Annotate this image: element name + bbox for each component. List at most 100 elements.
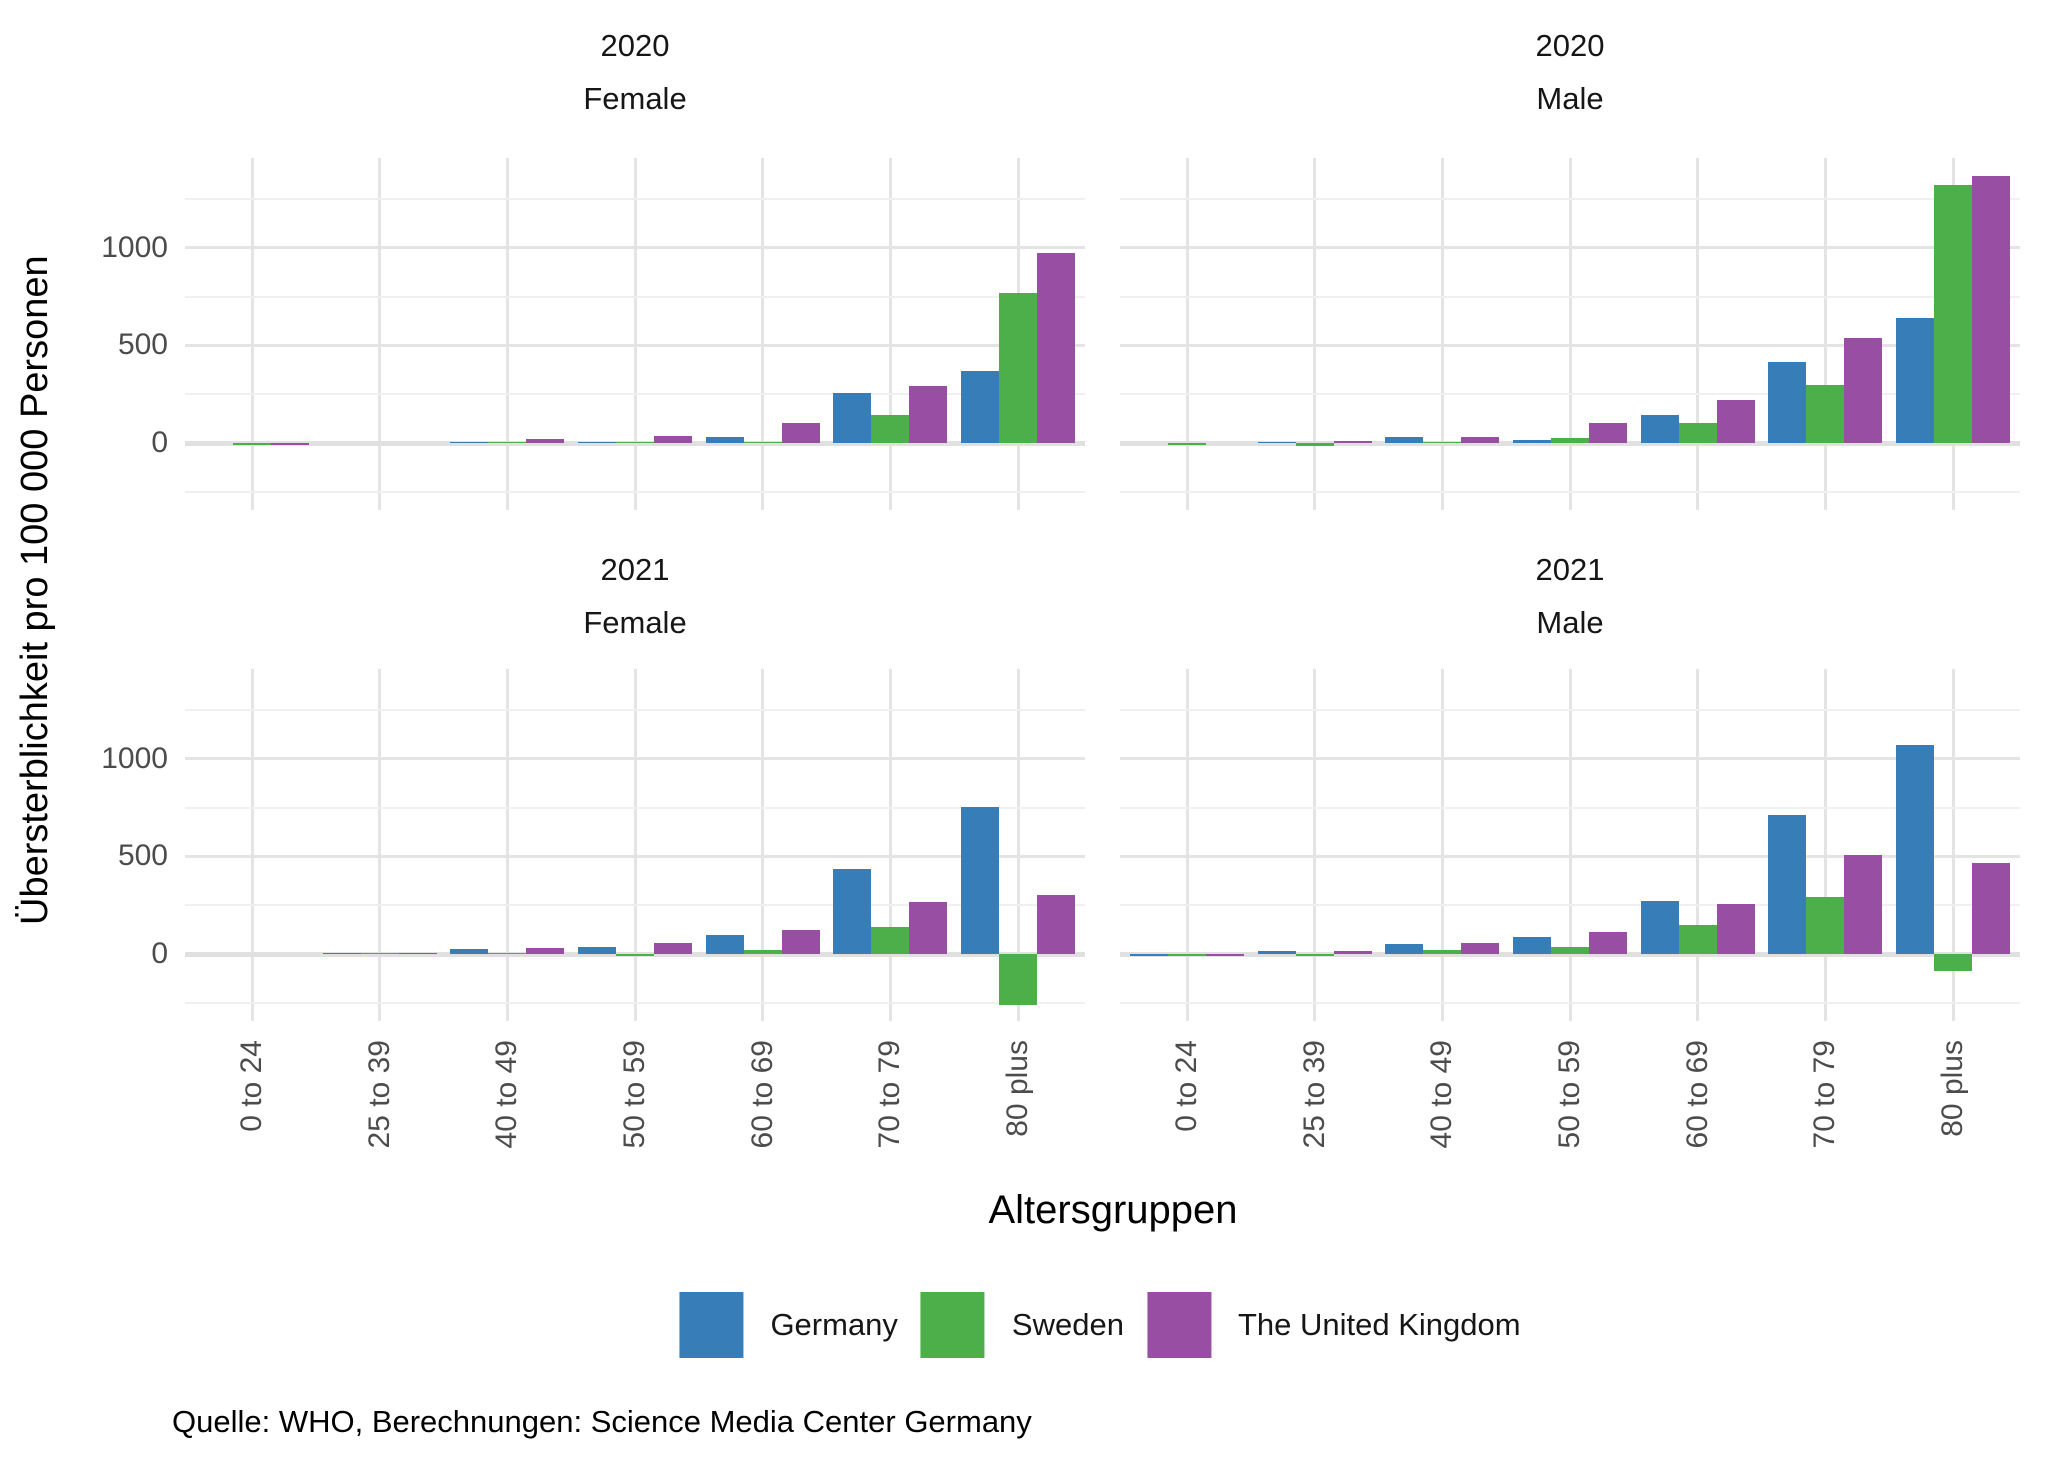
bar-the-united-kingdom-60-to-69 xyxy=(781,929,820,954)
gridline-minor--250 xyxy=(1120,1001,2020,1004)
x-tick-text: 50 to 59 xyxy=(618,1040,651,1149)
gridline-minor-250 xyxy=(185,393,1085,396)
gridline-vertical-80-plus xyxy=(1951,669,1955,1021)
gridline-vertical-60-to-69 xyxy=(761,669,765,1021)
x-tick-label-60-to-69: 60 to 69 xyxy=(1681,1040,1715,1148)
gridline-minor-750 xyxy=(1120,295,2020,298)
bar-the-united-kingdom-70-to-79 xyxy=(909,902,948,954)
gridline-major-500 xyxy=(1120,854,2020,858)
gridline-vertical-70-to-79 xyxy=(1823,158,1827,510)
bar-germany-70-to-79 xyxy=(1768,815,1807,954)
legend-item-uk: The United Kingdom xyxy=(1146,1292,1521,1358)
gridline-minor-250 xyxy=(1120,393,2020,396)
facet-title-sex-2021-female: Female xyxy=(583,605,687,640)
bar-sweden-0-to-24 xyxy=(1168,443,1206,445)
x-tick-label-50-to-59: 50 to 59 xyxy=(618,1040,652,1148)
bar-sweden-40-to-49 xyxy=(1423,441,1462,443)
x-tick-text: 25 to 39 xyxy=(1297,1040,1331,1149)
bar-sweden-80-plus xyxy=(1934,954,1972,971)
gridline-major-500 xyxy=(185,343,1085,347)
gridline-major-1000 xyxy=(1120,246,2020,250)
x-tick-label-40-to-49: 40 to 49 xyxy=(1425,1040,1459,1148)
bar-sweden-0-to-24 xyxy=(233,443,271,445)
bar-sweden-70-to-79 xyxy=(871,926,910,954)
x-tick-label-80-plus: 80 plus xyxy=(1936,1040,1970,1137)
bar-the-united-kingdom-80-plus xyxy=(1037,252,1075,443)
x-tick-text: 25 to 39 xyxy=(362,1040,396,1149)
bar-germany-80-plus xyxy=(1896,318,1934,443)
x-tick-label-25-to-39: 25 to 39 xyxy=(1298,1040,1332,1148)
gridline-major-0 xyxy=(1120,951,2020,957)
gridline-vertical-25-to-39 xyxy=(1313,669,1317,1021)
bar-germany-40-to-49 xyxy=(450,441,489,443)
bar-germany-60-to-69 xyxy=(705,436,744,443)
bar-sweden-0-to-24 xyxy=(1168,954,1206,956)
bar-the-united-kingdom-50-to-59 xyxy=(1589,931,1627,954)
bar-the-united-kingdom-40-to-49 xyxy=(1461,943,1500,954)
gridline-vertical-0-to-24 xyxy=(1185,669,1189,1021)
bar-germany-25-to-39 xyxy=(1257,951,1296,954)
gridline-minor-250 xyxy=(185,904,1085,907)
gridline-vertical-60-to-69 xyxy=(1696,669,1700,1021)
legend-item-sweden: Sweden xyxy=(920,1292,1124,1358)
gridline-major-500 xyxy=(1120,343,2020,347)
gridline-major-500 xyxy=(185,854,1085,858)
x-tick-text: 80 plus xyxy=(1936,1040,1969,1137)
x-tick-label-25-to-39: 25 to 39 xyxy=(363,1040,397,1148)
gridline-vertical-25-to-39 xyxy=(378,669,382,1021)
gridline-vertical-70-to-79 xyxy=(888,669,892,1021)
legend-item-germany: Germany xyxy=(679,1292,898,1358)
x-tick-text: 0 to 24 xyxy=(1170,1040,1203,1132)
gridline-vertical-0-to-24 xyxy=(250,158,254,510)
x-tick-text: 40 to 49 xyxy=(490,1040,524,1149)
bar-germany-60-to-69 xyxy=(1640,901,1679,954)
bar-germany-80-plus xyxy=(961,806,999,954)
x-tick-label-70-to-79: 70 to 79 xyxy=(873,1040,907,1148)
bar-sweden-60-to-69 xyxy=(743,950,782,954)
bar-sweden-40-to-49 xyxy=(1423,950,1462,954)
bar-the-united-kingdom-40-to-49 xyxy=(526,948,565,954)
x-tick-text: 80 plus xyxy=(1001,1040,1034,1137)
bar-the-united-kingdom-70-to-79 xyxy=(909,386,948,443)
gridline-vertical-40-to-49 xyxy=(1440,669,1444,1021)
gridline-vertical-40-to-49 xyxy=(505,669,509,1021)
bar-sweden-40-to-49 xyxy=(488,952,527,954)
bar-the-united-kingdom-25-to-39 xyxy=(1333,441,1372,443)
y-axis-title: Übersterblichkeit pro 100 000 Personen xyxy=(14,255,56,925)
gridline-minor-1250 xyxy=(1120,197,2020,200)
bar-the-united-kingdom-60-to-69 xyxy=(1716,904,1755,954)
gridline-minor-1250 xyxy=(185,708,1085,711)
bar-sweden-60-to-69 xyxy=(1678,924,1717,954)
panel-2020-male xyxy=(1120,158,2020,510)
x-tick-text: 60 to 69 xyxy=(745,1040,779,1149)
x-axis-title: Altersgruppen xyxy=(988,1188,1238,1232)
x-tick-text: 70 to 79 xyxy=(1808,1040,1842,1149)
uk-color-swatch xyxy=(1146,1292,1211,1358)
bar-germany-70-to-79 xyxy=(1768,361,1807,443)
gridline-vertical-60-to-69 xyxy=(761,158,765,510)
x-tick-label-0-to-24: 0 to 24 xyxy=(1170,1040,1204,1132)
gridline-major-1000 xyxy=(185,757,1085,761)
gridline-vertical-40-to-49 xyxy=(1440,158,1444,510)
gridline-vertical-50-to-59 xyxy=(1568,158,1572,510)
bar-sweden-25-to-39 xyxy=(1295,443,1334,446)
bar-sweden-40-to-49 xyxy=(488,441,527,443)
gridline-major-0 xyxy=(1120,440,2020,446)
bar-sweden-70-to-79 xyxy=(871,414,910,443)
gridline-minor-250 xyxy=(1120,904,2020,907)
gridline-vertical-50-to-59 xyxy=(633,669,637,1021)
bar-germany-0-to-24 xyxy=(1130,954,1168,956)
gridline-major-0 xyxy=(185,440,1085,446)
bar-sweden-50-to-59 xyxy=(616,954,654,956)
gridline-vertical-60-to-69 xyxy=(1696,158,1700,510)
bar-sweden-25-to-39 xyxy=(1295,954,1334,956)
x-tick-text: 70 to 79 xyxy=(873,1040,907,1149)
bar-sweden-80-plus xyxy=(999,292,1037,443)
bar-germany-25-to-39 xyxy=(322,952,361,954)
facet-title-year-2021-male: 2021 xyxy=(1535,552,1605,587)
gridline-minor--250 xyxy=(1120,490,2020,493)
bar-sweden-70-to-79 xyxy=(1806,385,1845,443)
y-tick-label-500: 500 xyxy=(117,839,168,873)
bar-the-united-kingdom-25-to-39 xyxy=(1333,951,1372,954)
